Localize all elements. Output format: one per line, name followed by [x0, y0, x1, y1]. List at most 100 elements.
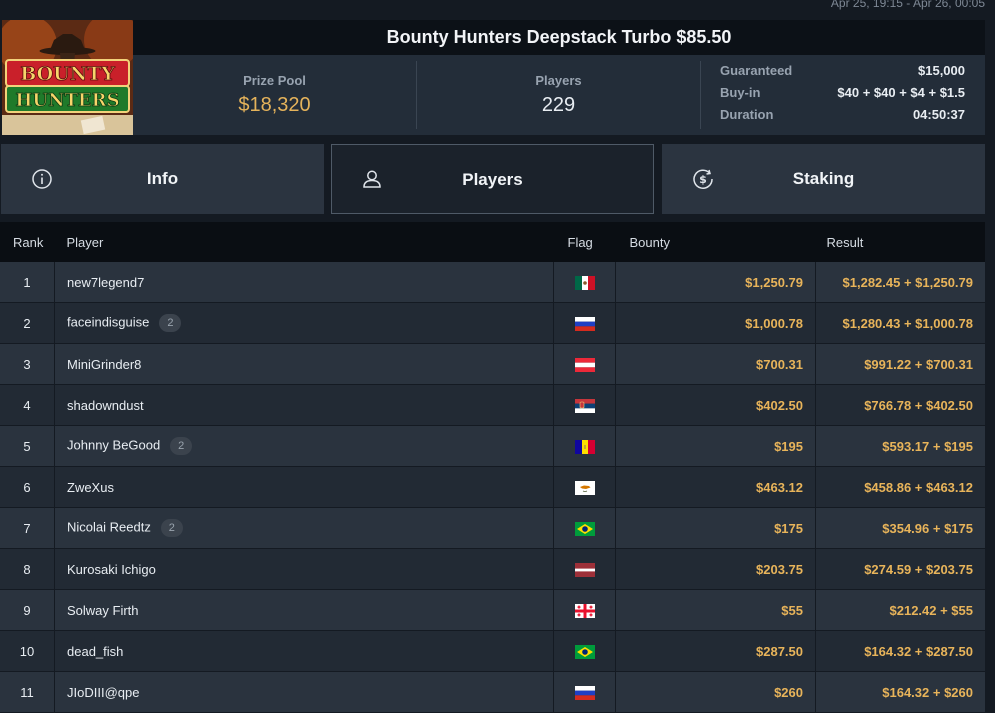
- andorra-flag-icon: [574, 439, 595, 454]
- guaranteed-row: Guaranteed $15,000: [720, 63, 965, 85]
- table-header-row: Rank Player Flag Bounty Result: [0, 222, 985, 262]
- table-row[interactable]: 2 faceindisguise 2 $1,000.78 $1,280.43 + …: [0, 302, 985, 344]
- bounty-cell: $1,250.79: [615, 262, 816, 303]
- flag-cell: [553, 262, 616, 303]
- rank-cell: 6: [0, 466, 55, 508]
- tournament-header: BOUNTY HUNTERS Bounty Hunters Deepstack …: [0, 20, 985, 135]
- bounty-cell: $287.50: [615, 630, 816, 672]
- players-count-label: Players: [535, 73, 582, 88]
- georgia-flag-icon: [574, 603, 595, 618]
- entries-badge: 2: [159, 314, 182, 332]
- table-row[interactable]: 1 new7legend7 $1,250.79 $1,282.45 + $1,2…: [0, 262, 985, 303]
- column-header-flag[interactable]: Flag: [553, 222, 616, 262]
- info-icon: [31, 168, 53, 190]
- players-table: Rank Player Flag Bounty Result 1 new7leg…: [0, 222, 985, 713]
- table-row[interactable]: 8 Kurosaki Ichigo $203.75 $274.59 + $203…: [0, 548, 985, 590]
- player-name[interactable]: shadowndust: [67, 397, 144, 413]
- tab-staking[interactable]: $ Staking: [662, 144, 985, 214]
- buyin-label: Buy-in: [720, 85, 761, 100]
- bounty-cell: $402.50: [615, 384, 816, 426]
- table-row[interactable]: 7 Nicolai Reedtz 2 $175 $354.96 + $175: [0, 507, 985, 549]
- column-header-player[interactable]: Player: [54, 222, 554, 262]
- tournament-title: Bounty Hunters Deepstack Turbo $85.50: [133, 20, 985, 55]
- rank-cell: 5: [0, 425, 55, 467]
- column-header-rank[interactable]: Rank: [0, 222, 55, 262]
- flag-cell: [553, 589, 616, 631]
- column-header-result[interactable]: Result: [815, 222, 985, 262]
- entries-badge: 2: [160, 519, 183, 537]
- flag-cell: [553, 466, 616, 508]
- russia-flag-icon: [574, 685, 595, 700]
- guaranteed-value: $15,000: [918, 63, 965, 78]
- flag-cell: [553, 507, 616, 549]
- player-name[interactable]: Kurosaki Ichigo: [67, 561, 156, 577]
- russia-flag-icon: [574, 316, 595, 331]
- svg-text:$: $: [699, 173, 707, 186]
- result-cell: $458.86 + $463.12: [815, 466, 985, 508]
- player-name[interactable]: Solway Firth: [67, 602, 139, 618]
- player-name[interactable]: new7legend7: [67, 274, 145, 290]
- rank-cell: 1: [0, 262, 55, 303]
- player-name[interactable]: faceindisguise: [67, 314, 150, 330]
- duration-row: Duration 04:50:37: [720, 107, 965, 129]
- player-cell: Nicolai Reedtz 2: [54, 507, 554, 549]
- svg-text:HUNTERS: HUNTERS: [15, 90, 119, 111]
- duration-label: Duration: [720, 107, 774, 122]
- player-name[interactable]: MiniGrinder8: [67, 356, 142, 372]
- rank-cell: 8: [0, 548, 55, 590]
- tournament-logo: BOUNTY HUNTERS: [2, 20, 133, 135]
- table-row[interactable]: 4 shadowndust $402.50 $766.78 + $402.50: [0, 384, 985, 426]
- svg-text:BOUNTY: BOUNTY: [20, 63, 115, 85]
- flag-cell: [553, 630, 616, 672]
- flag-cell: [553, 425, 616, 467]
- bounty-cell: $175: [615, 507, 816, 549]
- bounty-cell: $55: [615, 589, 816, 631]
- player-cell: faceindisguise 2: [54, 302, 554, 344]
- rank-cell: 11: [0, 671, 55, 713]
- result-cell: $274.59 + $203.75: [815, 548, 985, 590]
- player-name[interactable]: ZweXus: [67, 479, 114, 495]
- table-row[interactable]: 10 dead_fish $287.50 $164.32 + $287.50: [0, 630, 985, 672]
- player-name[interactable]: JIoDIII@qpe: [67, 684, 140, 700]
- player-cell: Kurosaki Ichigo: [54, 548, 554, 590]
- tab-players[interactable]: Players: [331, 144, 654, 214]
- brazil-flag-icon: [574, 644, 595, 659]
- tab-info[interactable]: Info: [1, 144, 324, 214]
- player-name[interactable]: Johnny BeGood: [67, 437, 161, 453]
- result-cell: $593.17 + $195: [815, 425, 985, 467]
- player-cell: dead_fish: [54, 630, 554, 672]
- column-header-bounty[interactable]: Bounty: [615, 222, 816, 262]
- player-cell: MiniGrinder8: [54, 343, 554, 385]
- result-cell: $164.32 + $260: [815, 671, 985, 713]
- rank-cell: 2: [0, 302, 55, 344]
- tab-info-label: Info: [146, 169, 179, 188]
- prize-pool-label: Prize Pool: [243, 73, 306, 88]
- table-row[interactable]: 11 JIoDIII@qpe $260 $164.32 + $260: [0, 671, 985, 713]
- tab-players-label: Players: [462, 170, 523, 189]
- rank-cell: 7: [0, 507, 55, 549]
- duration-value: 04:50:37: [912, 107, 965, 122]
- buyin-value: $40 + $40 + $4 + $1.5: [837, 85, 965, 100]
- table-row[interactable]: 6 ZweXus $463.12 $458.86 + $463.12: [0, 466, 985, 508]
- table-row[interactable]: 5 Johnny BeGood 2 $195 $593.17 + $195: [0, 425, 985, 467]
- table-row[interactable]: 9 Solway Firth $55 $212.42 + $55: [0, 589, 985, 631]
- flag-cell: [553, 343, 616, 385]
- players-stat: Players 229: [417, 61, 701, 129]
- player-name[interactable]: dead_fish: [67, 643, 124, 659]
- player-cell: new7legend7: [54, 262, 554, 303]
- result-cell: $1,282.45 + $1,250.79: [815, 262, 985, 303]
- tournament-details: Guaranteed $15,000 Buy-in $40 + $40 + $4…: [720, 63, 965, 129]
- tab-staking-label: Staking: [792, 169, 855, 188]
- result-cell: $212.42 + $55: [815, 589, 985, 631]
- mexico-flag-icon: [574, 275, 595, 290]
- flag-cell: [553, 548, 616, 590]
- rank-cell: 9: [0, 589, 55, 631]
- austria-flag-icon: [574, 357, 595, 372]
- bounty-cell: $1,000.78: [615, 302, 816, 344]
- tournament-stats: Prize Pool $18,320 Players 229 Guarantee…: [133, 55, 985, 135]
- rank-cell: 4: [0, 384, 55, 426]
- table-row[interactable]: 3 MiniGrinder8 $700.31 $991.22 + $700.31: [0, 343, 985, 385]
- prize-pool-stat: Prize Pool $18,320: [133, 61, 417, 129]
- bounty-cell: $463.12: [615, 466, 816, 508]
- player-name[interactable]: Nicolai Reedtz: [67, 519, 151, 535]
